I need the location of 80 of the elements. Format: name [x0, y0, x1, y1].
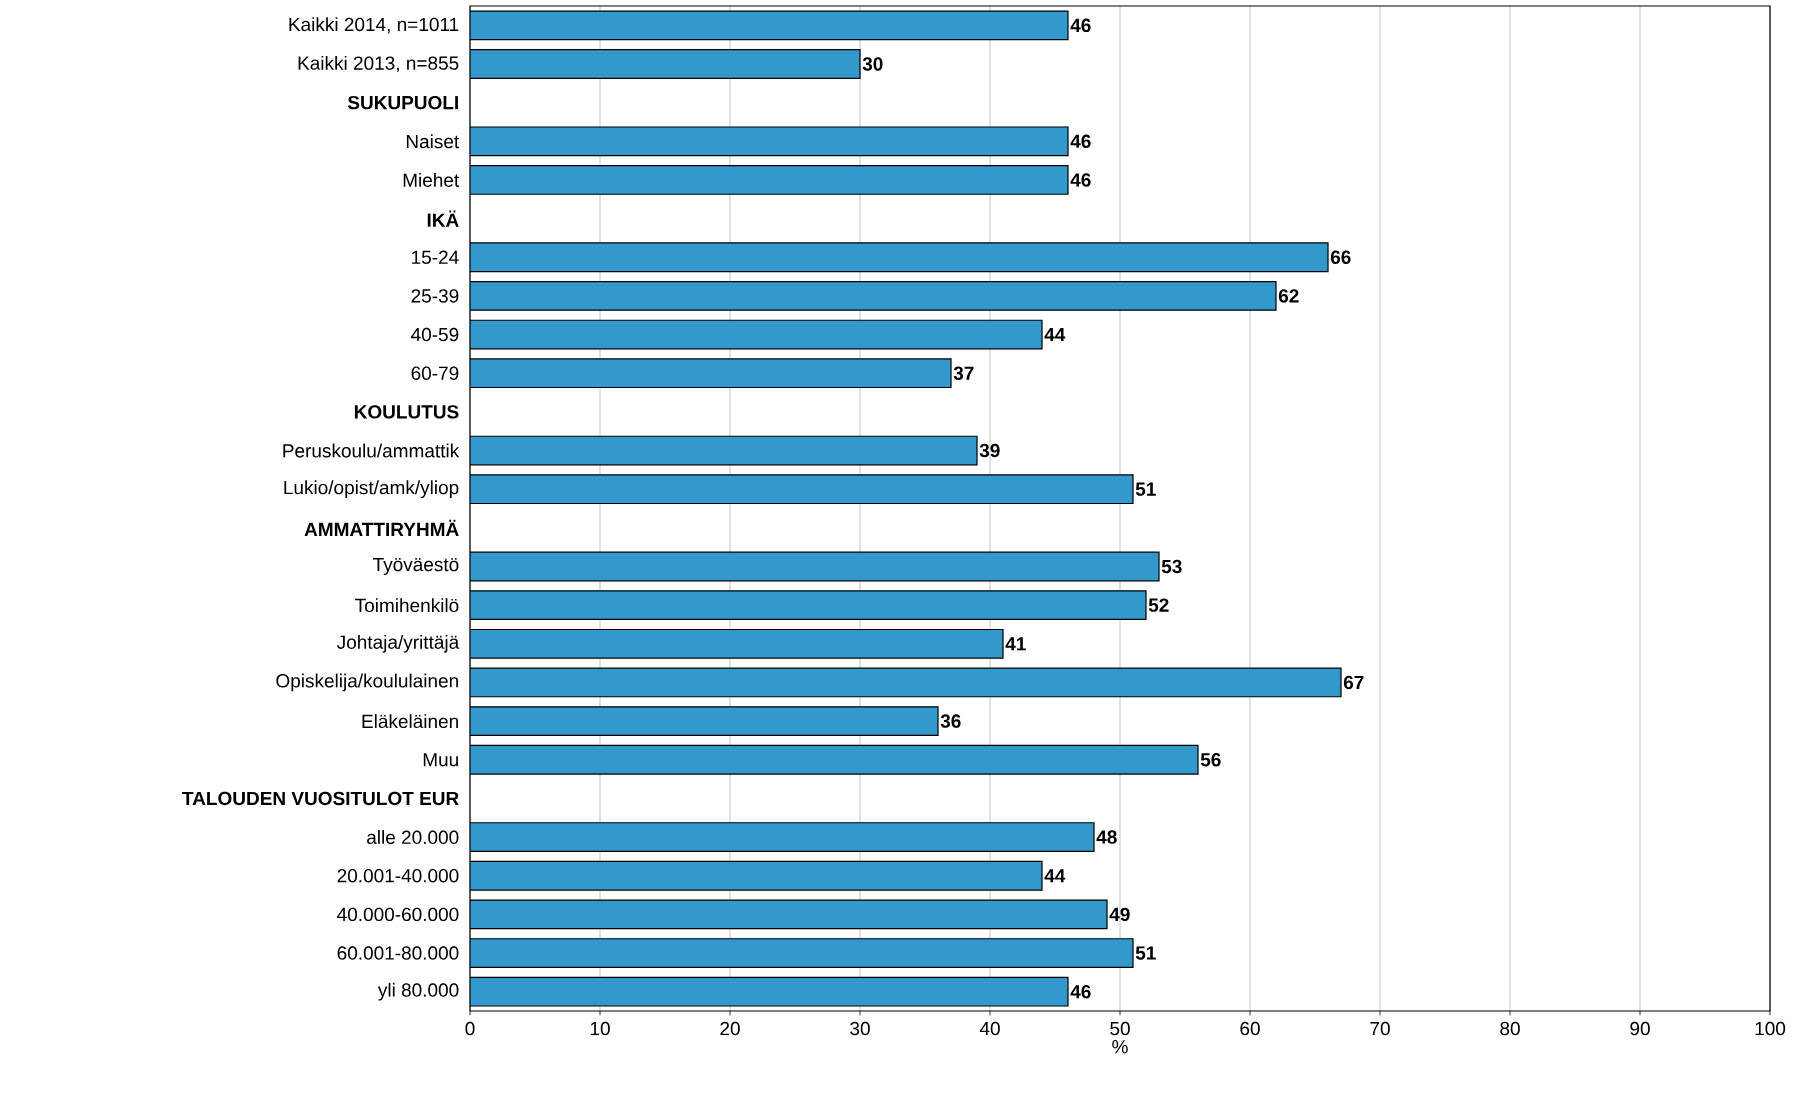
bar	[470, 551, 1160, 582]
y-tick-label: Työväestö	[373, 557, 459, 575]
data-label: 67	[1343, 675, 1364, 690]
data-label: 41	[1005, 637, 1026, 651]
data-label: 52	[1148, 598, 1169, 612]
x-tick-label: 60	[1240, 1021, 1260, 1036]
x-tick-label: 10	[590, 1021, 610, 1036]
x-axis-title: %	[1112, 1040, 1128, 1054]
data-label: 36	[940, 714, 961, 728]
y-tick-label: 60.001-80.000	[337, 946, 459, 960]
bar	[470, 667, 1342, 698]
y-tick-label: Toimihenkilö	[355, 598, 459, 613]
y-tick-label: Opiskelija/koululainen	[276, 673, 458, 692]
x-tick-label: 0	[465, 1021, 475, 1036]
bar	[470, 590, 1147, 621]
bar	[470, 281, 1277, 311]
data-label: 51	[1135, 482, 1156, 496]
bar	[470, 319, 1043, 350]
x-tick-label: 100	[1755, 1021, 1786, 1036]
data-label: 62	[1278, 289, 1299, 303]
x-tick-label: 40	[979, 1021, 1000, 1036]
y-tick-label: Kaikki 2014, n=1011	[289, 17, 459, 34]
x-tick-label: 50	[1110, 1021, 1130, 1036]
data-label: 44	[1044, 869, 1066, 883]
y-tick-label: Miehet	[403, 172, 460, 187]
y-tick-label: Naiset	[406, 134, 460, 149]
bar	[470, 358, 952, 389]
bar	[470, 126, 1069, 157]
bar	[470, 899, 1108, 930]
data-label: 46	[1070, 984, 1091, 999]
y-tick-label: SUKUPUOLI	[347, 95, 458, 110]
x-tick-label: 20	[720, 1021, 740, 1036]
bar	[470, 976, 1069, 1007]
x-tick-label: 30	[850, 1021, 870, 1036]
data-label: 49	[1109, 907, 1130, 922]
x-tick-label: 70	[1370, 1021, 1390, 1036]
bar	[470, 242, 1329, 273]
y-tick-label: Kaikki 2013, n=855	[298, 55, 459, 73]
data-label: 51	[1135, 946, 1156, 960]
y-tick-label: Muu	[423, 753, 458, 767]
data-label: 46	[1070, 18, 1091, 33]
y-tick-label: AMMATTIRYHMÄ	[304, 519, 459, 536]
data-label: 30	[862, 57, 883, 71]
y-tick-label: 20.001-40.000	[337, 869, 459, 883]
data-label: 53	[1161, 559, 1182, 574]
bar	[470, 744, 1199, 775]
y-tick-label: Lukio/opist/amk/yliop	[284, 480, 459, 499]
bar	[470, 10, 1069, 41]
y-tick-label: 25-39	[411, 289, 459, 303]
y-tick-label: Peruskoulu/ammattik	[283, 443, 460, 458]
y-tick-label: alle 20.000	[367, 830, 459, 845]
data-label: 66	[1330, 250, 1351, 264]
bar	[470, 706, 939, 737]
data-label: 48	[1096, 830, 1117, 844]
bar	[470, 822, 1095, 852]
bar	[470, 938, 1134, 968]
data-label: 56	[1200, 753, 1221, 767]
data-label: 39	[979, 443, 1000, 458]
data-label: 46	[1070, 134, 1091, 149]
data-label: 37	[953, 366, 974, 380]
y-tick-label: Eläkeläinen	[362, 714, 458, 729]
data-label: 44	[1044, 328, 1066, 342]
bar	[470, 49, 861, 79]
bar	[470, 474, 1134, 505]
bar	[470, 628, 1004, 659]
y-tick-label: 60-79	[411, 366, 459, 380]
bar	[470, 860, 1043, 891]
y-tick-label: yli 80.000	[377, 982, 459, 1001]
data-label: 46	[1070, 173, 1091, 187]
x-tick-label: 80	[1500, 1021, 1520, 1036]
y-tick-label: 40.000-60.000	[337, 907, 459, 922]
y-tick-label: IKÄ	[427, 210, 459, 227]
y-tick-label: Johtaja/yrittäjä	[337, 634, 460, 653]
y-tick-label: 15-24	[412, 250, 459, 264]
y-tick-label: TALOUDEN VUOSITULOT EUR	[182, 791, 459, 806]
bar	[470, 435, 978, 466]
y-tick-label: 40-59	[411, 327, 459, 342]
y-tick-label: KOULUTUS	[354, 405, 459, 419]
bar	[470, 165, 1069, 195]
x-tick-label: 90	[1630, 1021, 1650, 1036]
